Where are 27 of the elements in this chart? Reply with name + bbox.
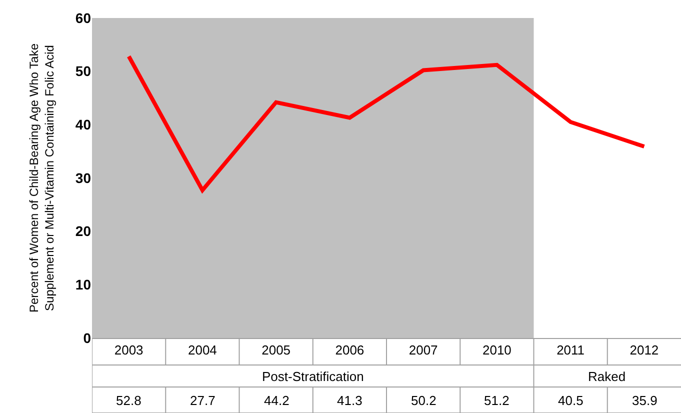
x-tick-label: 2010 [482, 342, 512, 358]
y-axis-title: Percent of Women of Child-Bearing Age Who Take Supplement or Multi-Vitamin Containing Folic Acid [27, 43, 57, 313]
y-tick-label: 30 [75, 170, 92, 186]
y-tick-label: 10 [75, 276, 92, 293]
data-label: 44.2 [264, 393, 290, 408]
data-label: 51.2 [484, 393, 510, 408]
x-tick-label: 2006 [335, 342, 364, 358]
x-tick-label: 2007 [408, 342, 438, 358]
x-tick-label: 2004 [188, 342, 217, 358]
x-tick-label: 2003 [114, 342, 144, 358]
x-tick-label: 2011 [556, 342, 585, 358]
data-label: 50.2 [411, 393, 436, 408]
y-tick-label: 40 [75, 116, 92, 133]
y-tick-label: 20 [75, 223, 92, 240]
y-tick-label: 60 [75, 10, 92, 26]
text: Post-Stratification [262, 369, 364, 384]
data-label: 41.3 [337, 393, 362, 408]
x-tick-label: 2005 [262, 342, 291, 358]
y-tick-label: 50 [75, 63, 92, 80]
data-label: 40.5 [558, 393, 584, 408]
line-series [126, 54, 646, 192]
data-label: 52.8 [116, 393, 142, 408]
y-tick-label: 0 [83, 330, 92, 346]
text: Raked [588, 369, 626, 384]
data-label: 35.9 [632, 393, 658, 408]
data-label: 27.7 [190, 393, 216, 408]
x-tick-label: 2012 [630, 342, 659, 358]
